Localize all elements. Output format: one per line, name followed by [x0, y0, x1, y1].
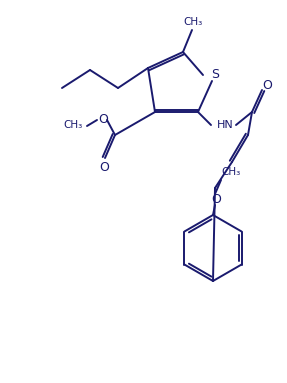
Text: O: O: [211, 193, 221, 206]
Text: O: O: [99, 160, 109, 173]
Text: S: S: [211, 67, 219, 80]
Text: CH₃: CH₃: [221, 167, 241, 177]
Text: O: O: [262, 79, 272, 92]
Text: O: O: [98, 113, 108, 126]
Text: HN: HN: [217, 120, 233, 130]
Text: CH₃: CH₃: [63, 120, 83, 130]
Text: CH₃: CH₃: [183, 17, 203, 27]
